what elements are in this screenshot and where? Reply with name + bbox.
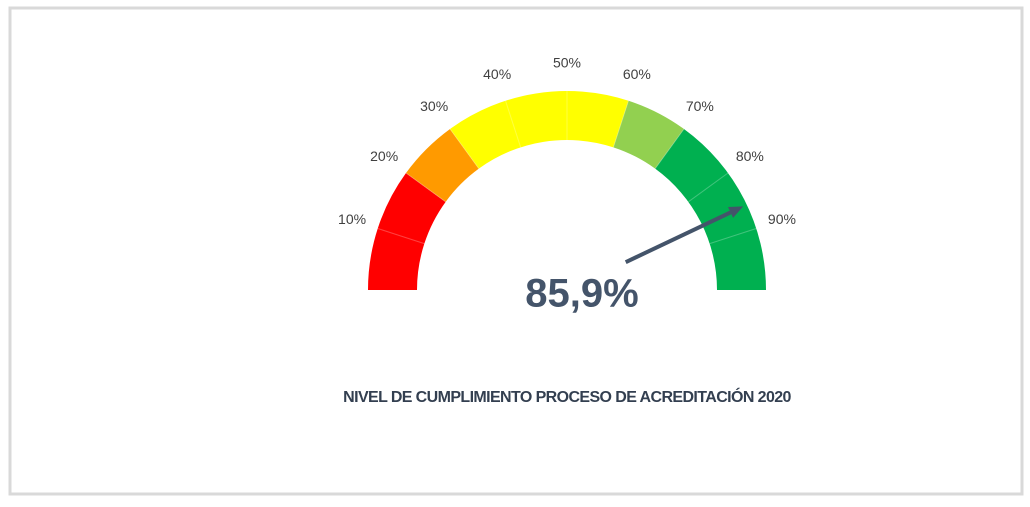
tick-label: 40% xyxy=(483,66,511,82)
tick-label: 90% xyxy=(768,211,796,227)
tick-mark xyxy=(449,128,480,169)
tick-mark xyxy=(505,100,522,148)
tick-label: 20% xyxy=(370,148,398,164)
tick-mark xyxy=(688,172,729,203)
tick-label: 60% xyxy=(623,66,651,82)
needle xyxy=(624,210,732,264)
gauge-band xyxy=(450,90,629,169)
tick-mark xyxy=(377,228,425,245)
tick-label: 80% xyxy=(736,148,764,164)
chart-title: NIVEL DE CUMPLIMIENTO PROCESO DE ACREDIT… xyxy=(343,387,791,406)
gauge-band xyxy=(655,129,766,290)
gauge-band xyxy=(368,173,446,290)
tick-mark xyxy=(612,100,629,148)
tick-mark xyxy=(654,128,685,169)
needle-head xyxy=(727,206,744,218)
tick-label: 30% xyxy=(420,98,448,114)
value-label: 85,9% xyxy=(525,272,638,316)
tick-label: 50% xyxy=(553,55,581,71)
tick-mark xyxy=(709,228,757,245)
frame xyxy=(8,6,1024,496)
gauge-band xyxy=(613,100,684,169)
tick-label: 70% xyxy=(686,98,714,114)
gauge-band xyxy=(406,129,479,202)
tick-mark xyxy=(405,172,446,203)
tick-label: 10% xyxy=(338,211,366,227)
